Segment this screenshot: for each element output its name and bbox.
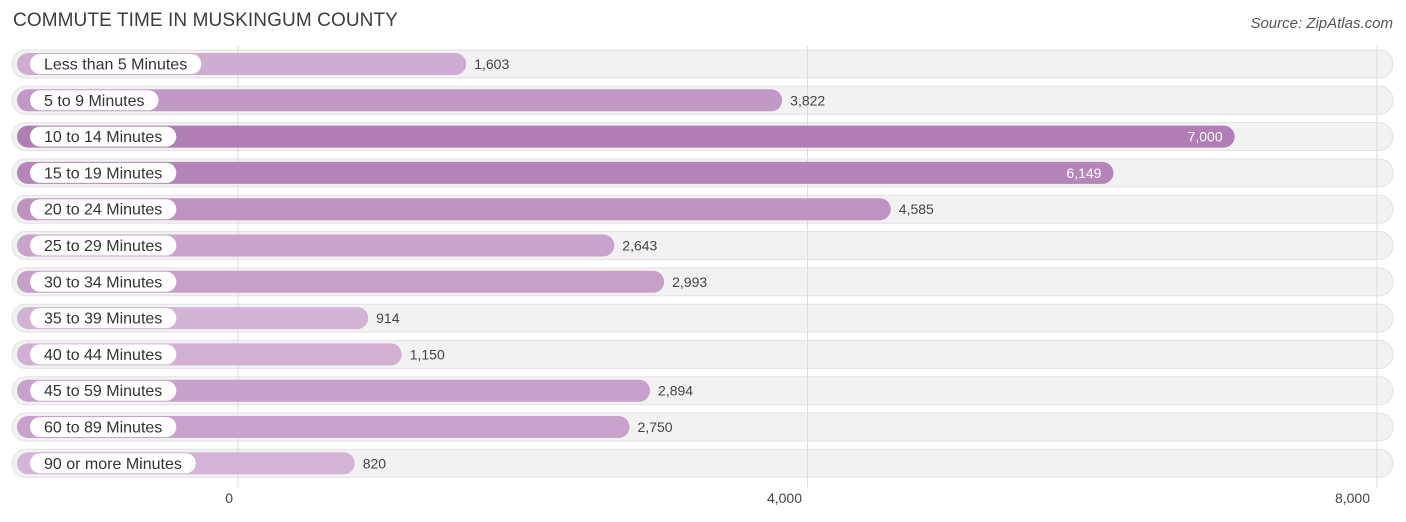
x-axis: 0 4,000 8,000 bbox=[225, 490, 1370, 506]
gridlines bbox=[237, 46, 1378, 488]
category-label: 5 to 9 Minutes bbox=[44, 93, 145, 110]
bar-row: 60 to 89 Minutes 2,750 bbox=[17, 416, 673, 438]
category-pill bbox=[30, 162, 177, 183]
category-label: 20 to 24 Minutes bbox=[44, 202, 162, 219]
bar-row: 25 to 29 Minutes 2,643 bbox=[17, 234, 658, 257]
bar-row: Less than 5 Minutes 1,603 bbox=[17, 53, 509, 75]
bar bbox=[17, 379, 651, 402]
category-pill bbox=[30, 417, 177, 437]
category-pill bbox=[30, 199, 177, 220]
category-label: 45 to 59 Minutes bbox=[44, 383, 162, 400]
category-label: 35 to 39 Minutes bbox=[44, 311, 162, 328]
value-label: 1,603 bbox=[474, 56, 509, 72]
category-label: 15 to 19 Minutes bbox=[44, 165, 162, 182]
category-pill bbox=[30, 308, 177, 329]
bar-row: 35 to 39 Minutes 914 bbox=[17, 307, 400, 330]
bar bbox=[17, 125, 1235, 148]
category-pill bbox=[30, 54, 202, 74]
value-label: 6,149 bbox=[1066, 165, 1101, 181]
value-label: 3,822 bbox=[790, 92, 825, 108]
category-pill bbox=[30, 271, 177, 292]
value-label: 7,000 bbox=[1188, 129, 1223, 145]
category-pill bbox=[30, 453, 196, 474]
category-pill bbox=[30, 90, 159, 111]
value-label: 914 bbox=[376, 310, 400, 326]
category-pill bbox=[30, 235, 177, 256]
bar bbox=[17, 270, 665, 293]
bar-row: 30 to 34 Minutes 2,993 bbox=[17, 270, 707, 293]
chart-source: Source: ZipAtlas.com bbox=[1250, 15, 1393, 32]
x-tick-label: 0 bbox=[225, 490, 233, 506]
row-backgrounds bbox=[11, 49, 1394, 478]
bar-row: 5 to 9 Minutes 3,822 bbox=[17, 89, 825, 112]
bar-row: 10 to 14 Minutes 7,000 bbox=[17, 125, 1235, 148]
category-label: 25 to 29 Minutes bbox=[44, 238, 162, 255]
value-label: 2,894 bbox=[658, 383, 693, 399]
chart-title: COMMUTE TIME IN MUSKINGUM COUNTY bbox=[13, 10, 398, 31]
category-label: Less than 5 Minutes bbox=[44, 57, 187, 74]
value-label: 2,643 bbox=[622, 238, 657, 254]
value-label: 2,993 bbox=[672, 274, 707, 290]
category-label: 30 to 34 Minutes bbox=[44, 274, 162, 291]
bar-row: 40 to 44 Minutes 1,150 bbox=[17, 343, 445, 366]
x-tick-label: 4,000 bbox=[767, 490, 802, 506]
category-label: 40 to 44 Minutes bbox=[44, 347, 162, 364]
value-label: 4,585 bbox=[899, 201, 934, 217]
x-tick-label: 8,000 bbox=[1335, 490, 1370, 506]
category-label: 90 or more Minutes bbox=[44, 456, 182, 473]
bar-row: 90 or more Minutes 820 bbox=[17, 452, 387, 475]
value-label: 2,750 bbox=[638, 419, 673, 435]
category-pill bbox=[30, 126, 177, 147]
bar bbox=[17, 161, 1114, 184]
category-label: 10 to 14 Minutes bbox=[44, 129, 162, 146]
bar-row: 15 to 19 Minutes 6,149 bbox=[17, 161, 1114, 184]
bar bbox=[17, 198, 891, 221]
value-label: 820 bbox=[363, 455, 387, 471]
category-pill bbox=[30, 380, 177, 401]
bar-row: 20 to 24 Minutes 4,585 bbox=[17, 198, 934, 221]
category-label: 60 to 89 Minutes bbox=[44, 420, 162, 437]
row-background bbox=[11, 448, 1394, 478]
category-pill bbox=[30, 344, 177, 365]
bar-row: 45 to 59 Minutes 2,894 bbox=[17, 379, 693, 402]
bar bbox=[17, 89, 783, 112]
value-label: 1,150 bbox=[410, 346, 445, 362]
